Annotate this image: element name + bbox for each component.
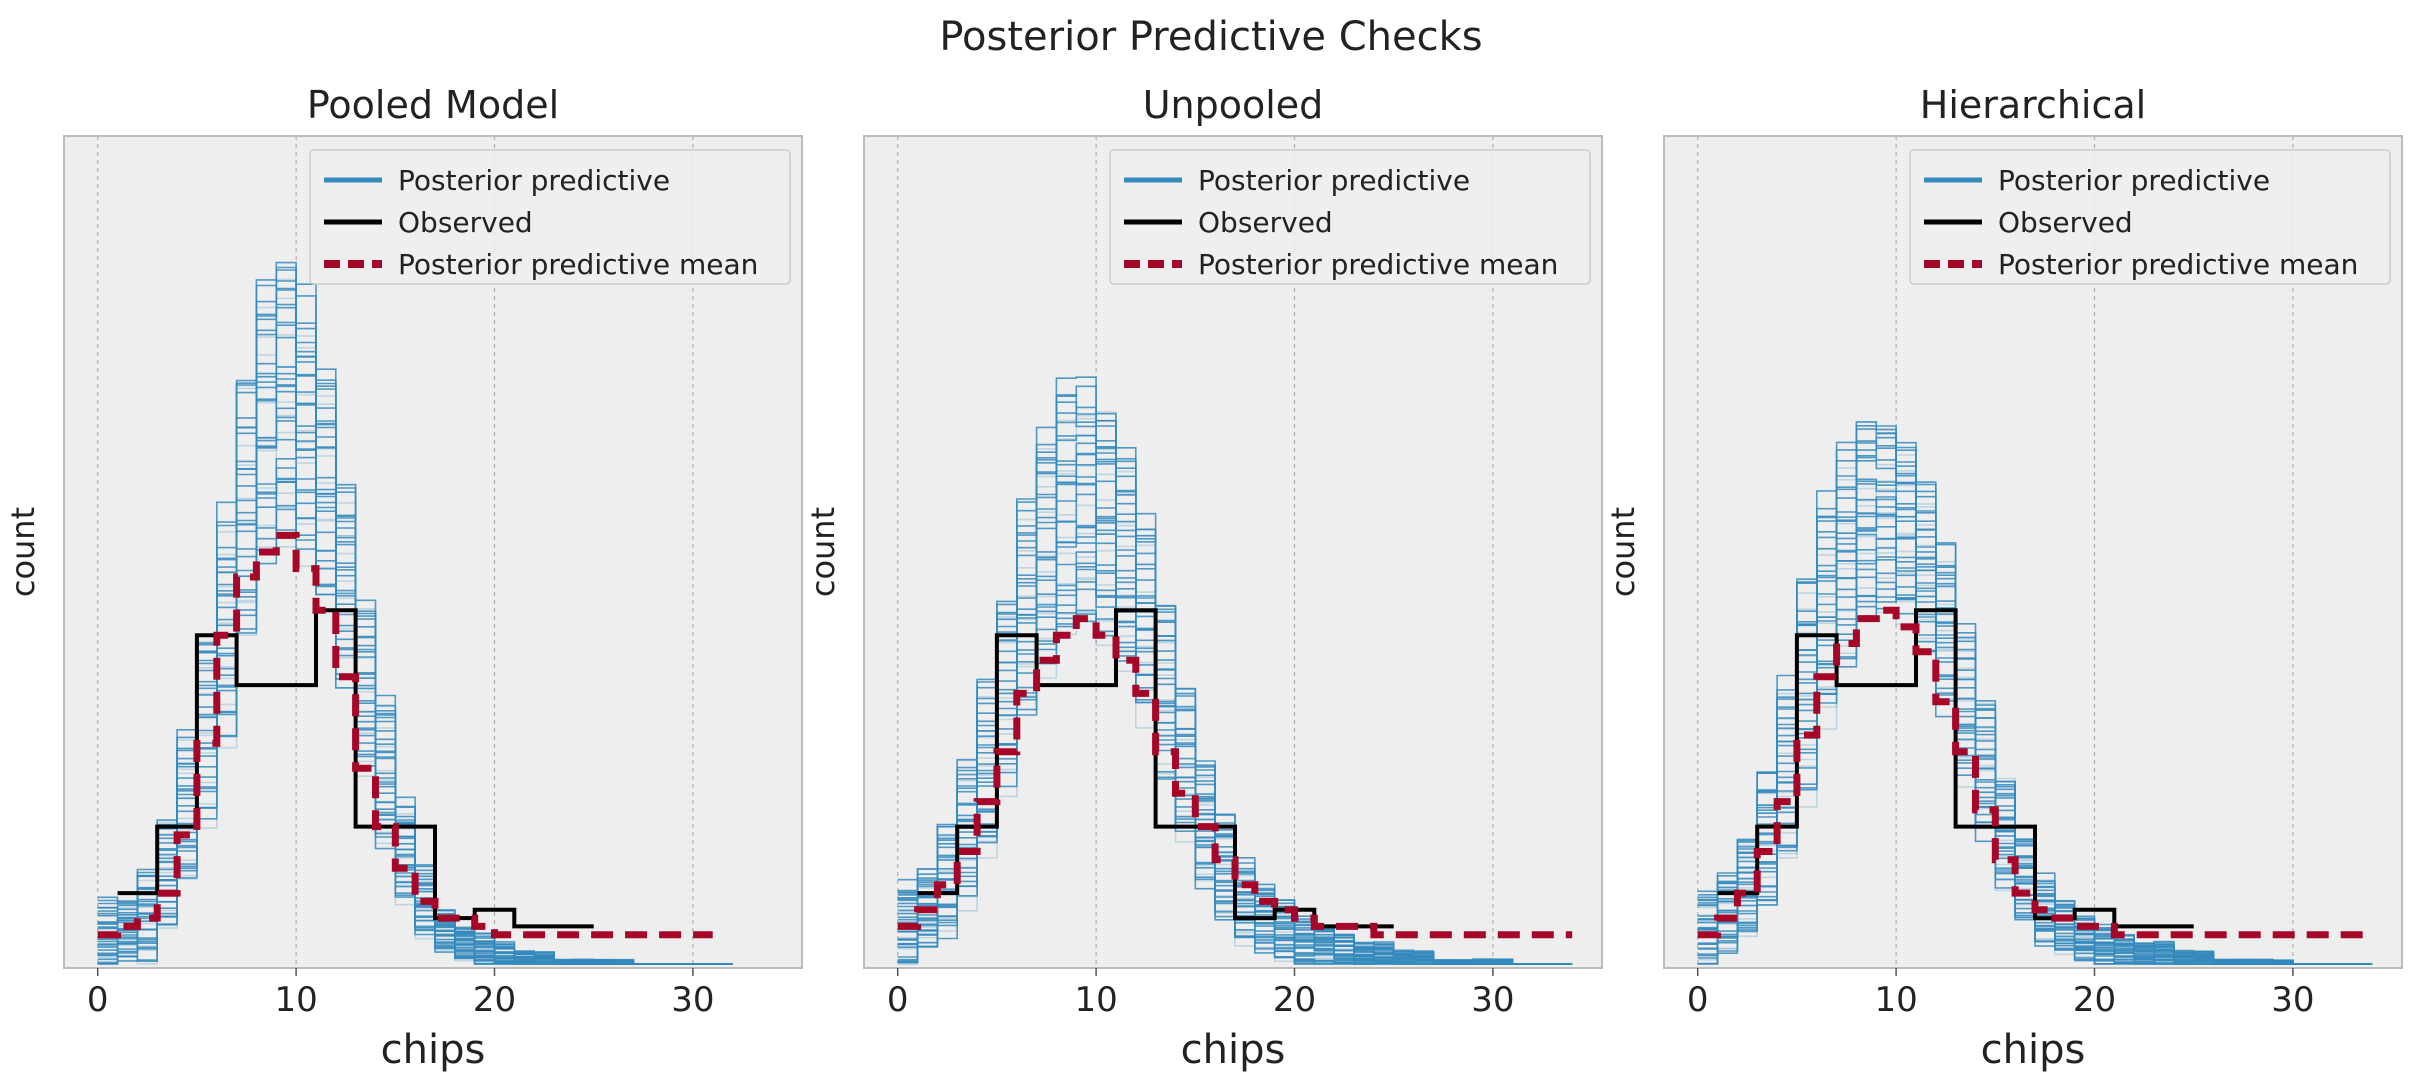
panels: 0 10 20 30 Pooled Model chips count Posterior p… — [4, 83, 2403, 1073]
x-tick-label: 0 — [87, 980, 109, 1020]
legend-label: Posterior predictive — [1198, 164, 1470, 197]
plot-frame — [1663, 135, 2403, 969]
legend: Posterior predictive Observed Posterior pr… — [1109, 149, 1591, 285]
panel-2: 0 10 20 30 Unpooled chips count Posterior predi… — [804, 83, 1603, 1073]
panel-title: Unpooled — [1143, 83, 1324, 127]
legend-box — [1909, 149, 2391, 285]
y-axis-label: count — [804, 507, 842, 597]
posterior-predictive-line — [1697, 421, 2373, 965]
x-tick-label: 20 — [1273, 980, 1316, 1020]
legend-label: Posterior predictive mean — [398, 248, 758, 281]
observed-line — [1717, 608, 2194, 929]
plot-frame — [63, 135, 803, 969]
x-tick-label: 0 — [1687, 980, 1709, 1020]
posterior-predictive-mean-line — [897, 615, 1573, 939]
legend-label: Posterior predictive — [1998, 164, 2270, 197]
x-tick-label: 10 — [1874, 980, 1917, 1020]
x-axis-label: chips — [1181, 1027, 1286, 1073]
y-axis-label: count — [4, 507, 42, 597]
x-tick-label: 30 — [671, 980, 714, 1020]
x-tick-label: 10 — [274, 980, 317, 1020]
posterior-predictive-mean-line — [97, 531, 713, 939]
x-tick-label: 20 — [2073, 980, 2116, 1020]
x-tick-label: 20 — [473, 980, 516, 1020]
x-axis-label: chips — [1981, 1027, 2086, 1073]
observed-line — [117, 608, 594, 929]
observed-line — [917, 608, 1394, 929]
legend-label: Posterior predictive mean — [1198, 248, 1558, 281]
legend-label: Posterior predictive — [398, 164, 670, 197]
panel-3: 0 10 20 30 Hierarchical chips count Posterior p… — [1604, 83, 2403, 1073]
panel-title: Pooled Model — [307, 83, 559, 127]
x-tick-label: 30 — [2271, 980, 2314, 1020]
legend: Posterior predictive Observed Posterior pr… — [1909, 149, 2391, 285]
x-axis-label: chips — [381, 1027, 486, 1073]
legend-box — [1109, 149, 1591, 285]
plot-frame — [863, 135, 1603, 969]
x-tick-label: 30 — [1471, 980, 1514, 1020]
legend-label: Observed — [398, 206, 533, 239]
legend-label: Posterior predictive mean — [1998, 248, 2358, 281]
legend-label: Observed — [1198, 206, 1333, 239]
figure-title: Posterior Predictive Checks — [939, 14, 1482, 60]
panel-title: Hierarchical — [1920, 83, 2146, 127]
x-tick-label: 10 — [1074, 980, 1117, 1020]
legend: Posterior predictive Observed Posterior pr… — [309, 149, 791, 285]
legend-label: Observed — [1998, 206, 2133, 239]
y-axis-label: count — [1604, 507, 1642, 597]
x-tick-label: 0 — [887, 980, 909, 1020]
posterior-predictive-line — [897, 385, 1573, 965]
panel-1: 0 10 20 30 Pooled Model chips count Posterior p… — [4, 83, 803, 1073]
legend-box — [309, 149, 791, 285]
posterior-predictive-line — [897, 529, 1573, 965]
